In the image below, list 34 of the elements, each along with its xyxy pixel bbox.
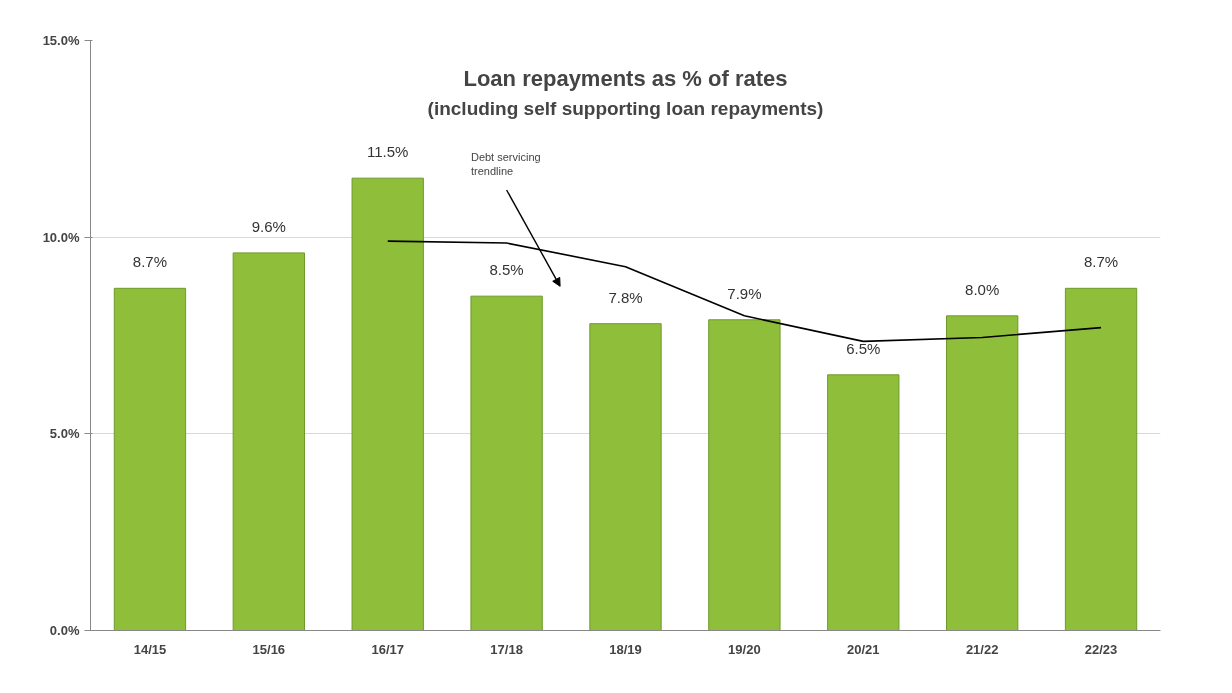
y-tick-label: 15.0%	[42, 33, 80, 48]
bar	[589, 323, 662, 631]
bar	[1064, 287, 1138, 631]
y-tick-label: 0.0%	[49, 623, 80, 638]
x-tick-label: 22/23	[1084, 641, 1118, 657]
bar	[470, 295, 543, 631]
data-label: 11.5%	[367, 143, 409, 161]
x-tick-label: 21/22	[965, 641, 999, 657]
bar	[351, 177, 424, 631]
data-label: 8.5%	[489, 261, 524, 279]
y-tick-label: 10.0%	[42, 229, 80, 245]
bar	[946, 315, 1019, 631]
text: Loan repayments as % of rates	[463, 65, 788, 91]
bar	[708, 319, 781, 631]
x-tick-label: 15/16	[252, 641, 286, 657]
bar	[232, 252, 305, 631]
bar	[113, 287, 187, 631]
data-label: 8.0%	[965, 280, 1000, 298]
text: (including self supporting loan repayments)	[427, 97, 824, 119]
data-label: 8.7%	[132, 253, 168, 271]
x-tick-label: 19/20	[728, 641, 761, 657]
y-tick-label: 5.0%	[49, 426, 80, 442]
data-label: 7.9%	[727, 284, 762, 302]
x-tick-label: 14/15	[133, 641, 167, 657]
x-tick-label: 20/21	[847, 641, 880, 657]
x-tick-label: 18/19	[609, 641, 642, 657]
x-tick-label: 17/18	[490, 641, 523, 657]
data-label: 7.8%	[608, 288, 643, 306]
data-label: 9.6%	[251, 217, 286, 235]
data-label: 6.5%	[846, 339, 881, 357]
x-tick-label: 16/17	[371, 641, 404, 657]
annotation: Debt servicing trendline	[470, 150, 541, 178]
data-label: 8.7%	[1083, 253, 1119, 271]
bar	[827, 374, 900, 631]
